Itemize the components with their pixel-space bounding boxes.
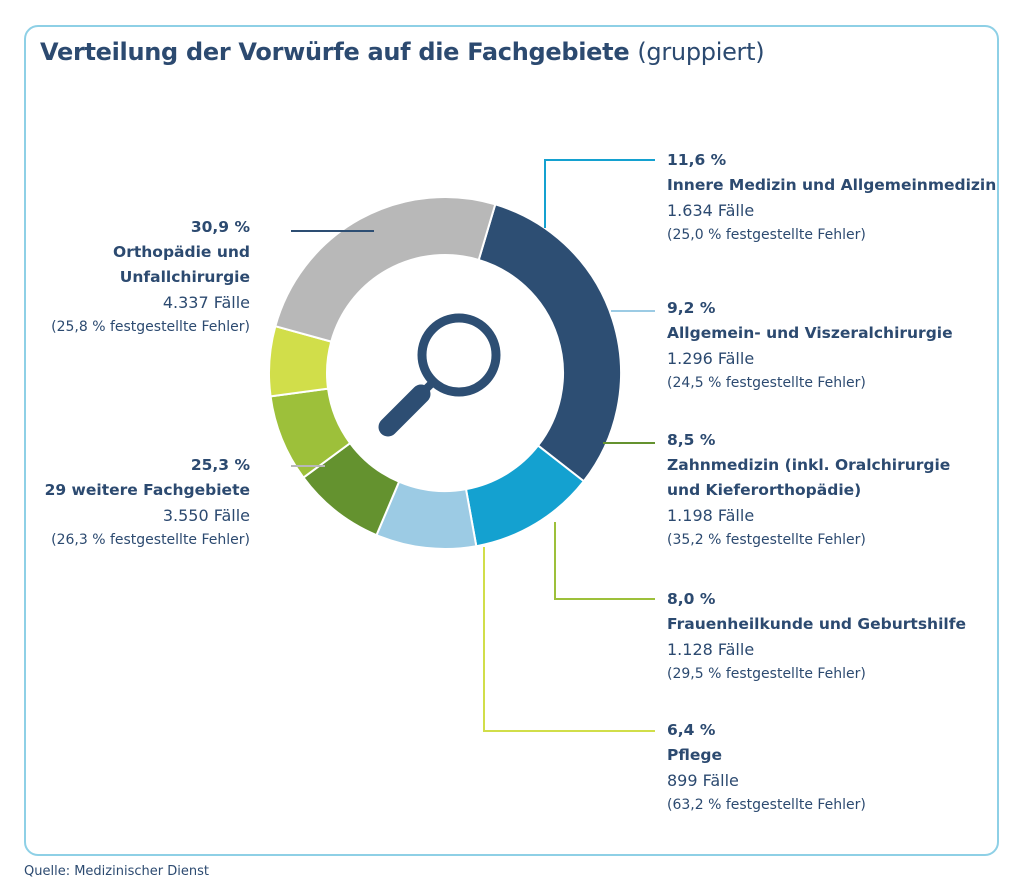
chart-title: Verteilung der Vorwürfe auf die Fachgebi… — [40, 38, 765, 66]
leader-line-frauenheilkunde-und-geburtshilfe — [554, 522, 655, 600]
slice-error-rate: (26,3 % festgestellte Fehler) — [51, 532, 250, 548]
slice-name: und Kieferorthopädie) — [667, 481, 862, 499]
chart-title-sub: (gruppiert) — [637, 38, 765, 66]
slice-name: Allgemein- und Viszeralchirurgie — [667, 324, 953, 342]
slice-percentage: 8,0 % — [667, 590, 716, 608]
slice-error-rate: (63,2 % festgestellte Fehler) — [667, 797, 866, 813]
slice-case-count: 3.550 Fälle — [162, 506, 250, 525]
slice-percentage: 9,2 % — [667, 299, 716, 317]
slice-name: Zahnmedizin (inkl. Oralchirurgie — [667, 456, 951, 474]
slice-error-rate: (24,5 % festgestellte Fehler) — [667, 375, 866, 391]
slice-error-rate: (35,2 % festgestellte Fehler) — [667, 532, 866, 548]
slice-percentage: 25,3 % — [190, 456, 250, 474]
slice-orthopaedie-und-unfallchirurgie — [477, 203, 622, 483]
source-note: Quelle: Medizinischer Dienst — [24, 864, 209, 879]
slice-percentage: 11,6 % — [667, 151, 727, 169]
slice-label-orthopaedie-und-unfallchirurgie: 30,9 % Orthopädie und Unfallchirurgie 4.337… — [51, 215, 250, 340]
slice-percentage: 30,9 % — [190, 218, 250, 236]
slice-case-count: 4.337 Fälle — [162, 293, 250, 312]
slice-label-frauenheilkunde-und-geburtshilfe: 8,0 % Frauenheilkunde und Geburtshilfe 1.1… — [667, 587, 966, 687]
slice-label-29-weitere-fachgebiete: 25,3 % 29 weitere Fachgebiete 3.550 Fälle (… — [45, 453, 250, 553]
slice-label-zahnmedizin-inkl-oralchirurgie-und-kieferorthopaedie: 8,5 % Zahnmedizin (inkl. Oralchirurgie und… — [667, 428, 950, 553]
slice-label-allgemein-und-viszeralchirurgie: 9,2 % Allgemein- und Viszeralchirurgie 1.2… — [667, 296, 953, 396]
slice-case-count: 899 Fälle — [667, 771, 739, 790]
chart-title-main: Verteilung der Vorwürfe auf die Fachgebi… — [40, 38, 630, 66]
slice-percentage: 6,4 % — [667, 721, 716, 739]
slice-label-pflege: 6,4 % Pflege 899 Fälle (63,2 % festgestellt… — [667, 718, 866, 818]
slice-case-count: 1.296 Fälle — [667, 349, 755, 368]
slice-error-rate: (25,8 % festgestellte Fehler) — [51, 319, 250, 335]
leader-line-pflege — [483, 547, 655, 732]
slice-label-innere-medizin-und-allgemeinmedizin: 11,6 % Innere Medizin und Allgemeinmedizi… — [667, 148, 996, 248]
slice-name: Pflege — [667, 746, 722, 764]
slice-name: Frauenheilkunde und Geburtshilfe — [667, 615, 966, 633]
leader-line-innere-medizin-und-allgemeinmedizin — [544, 159, 655, 228]
slice-case-count: 1.128 Fälle — [667, 640, 755, 659]
slice-error-rate: (25,0 % festgestellte Fehler) — [667, 227, 866, 243]
slice-case-count: 1.634 Fälle — [667, 201, 755, 220]
slice-error-rate: (29,5 % festgestellte Fehler) — [667, 666, 866, 682]
slice-percentage: 8,5 % — [667, 431, 716, 449]
slice-29-weitere-fachgebiete — [274, 196, 497, 343]
chart-frame — [24, 25, 999, 856]
magnifier-icon — [378, 313, 501, 437]
slice-name: Innere Medizin und Allgemeinmedizin — [667, 176, 997, 194]
slice-name: 29 weitere Fachgebiete — [44, 481, 250, 499]
slice-name: Orthopädie und — [113, 243, 250, 261]
slice-case-count: 1.198 Fälle — [667, 506, 755, 525]
slice-name: Unfallchirurgie — [119, 268, 250, 286]
